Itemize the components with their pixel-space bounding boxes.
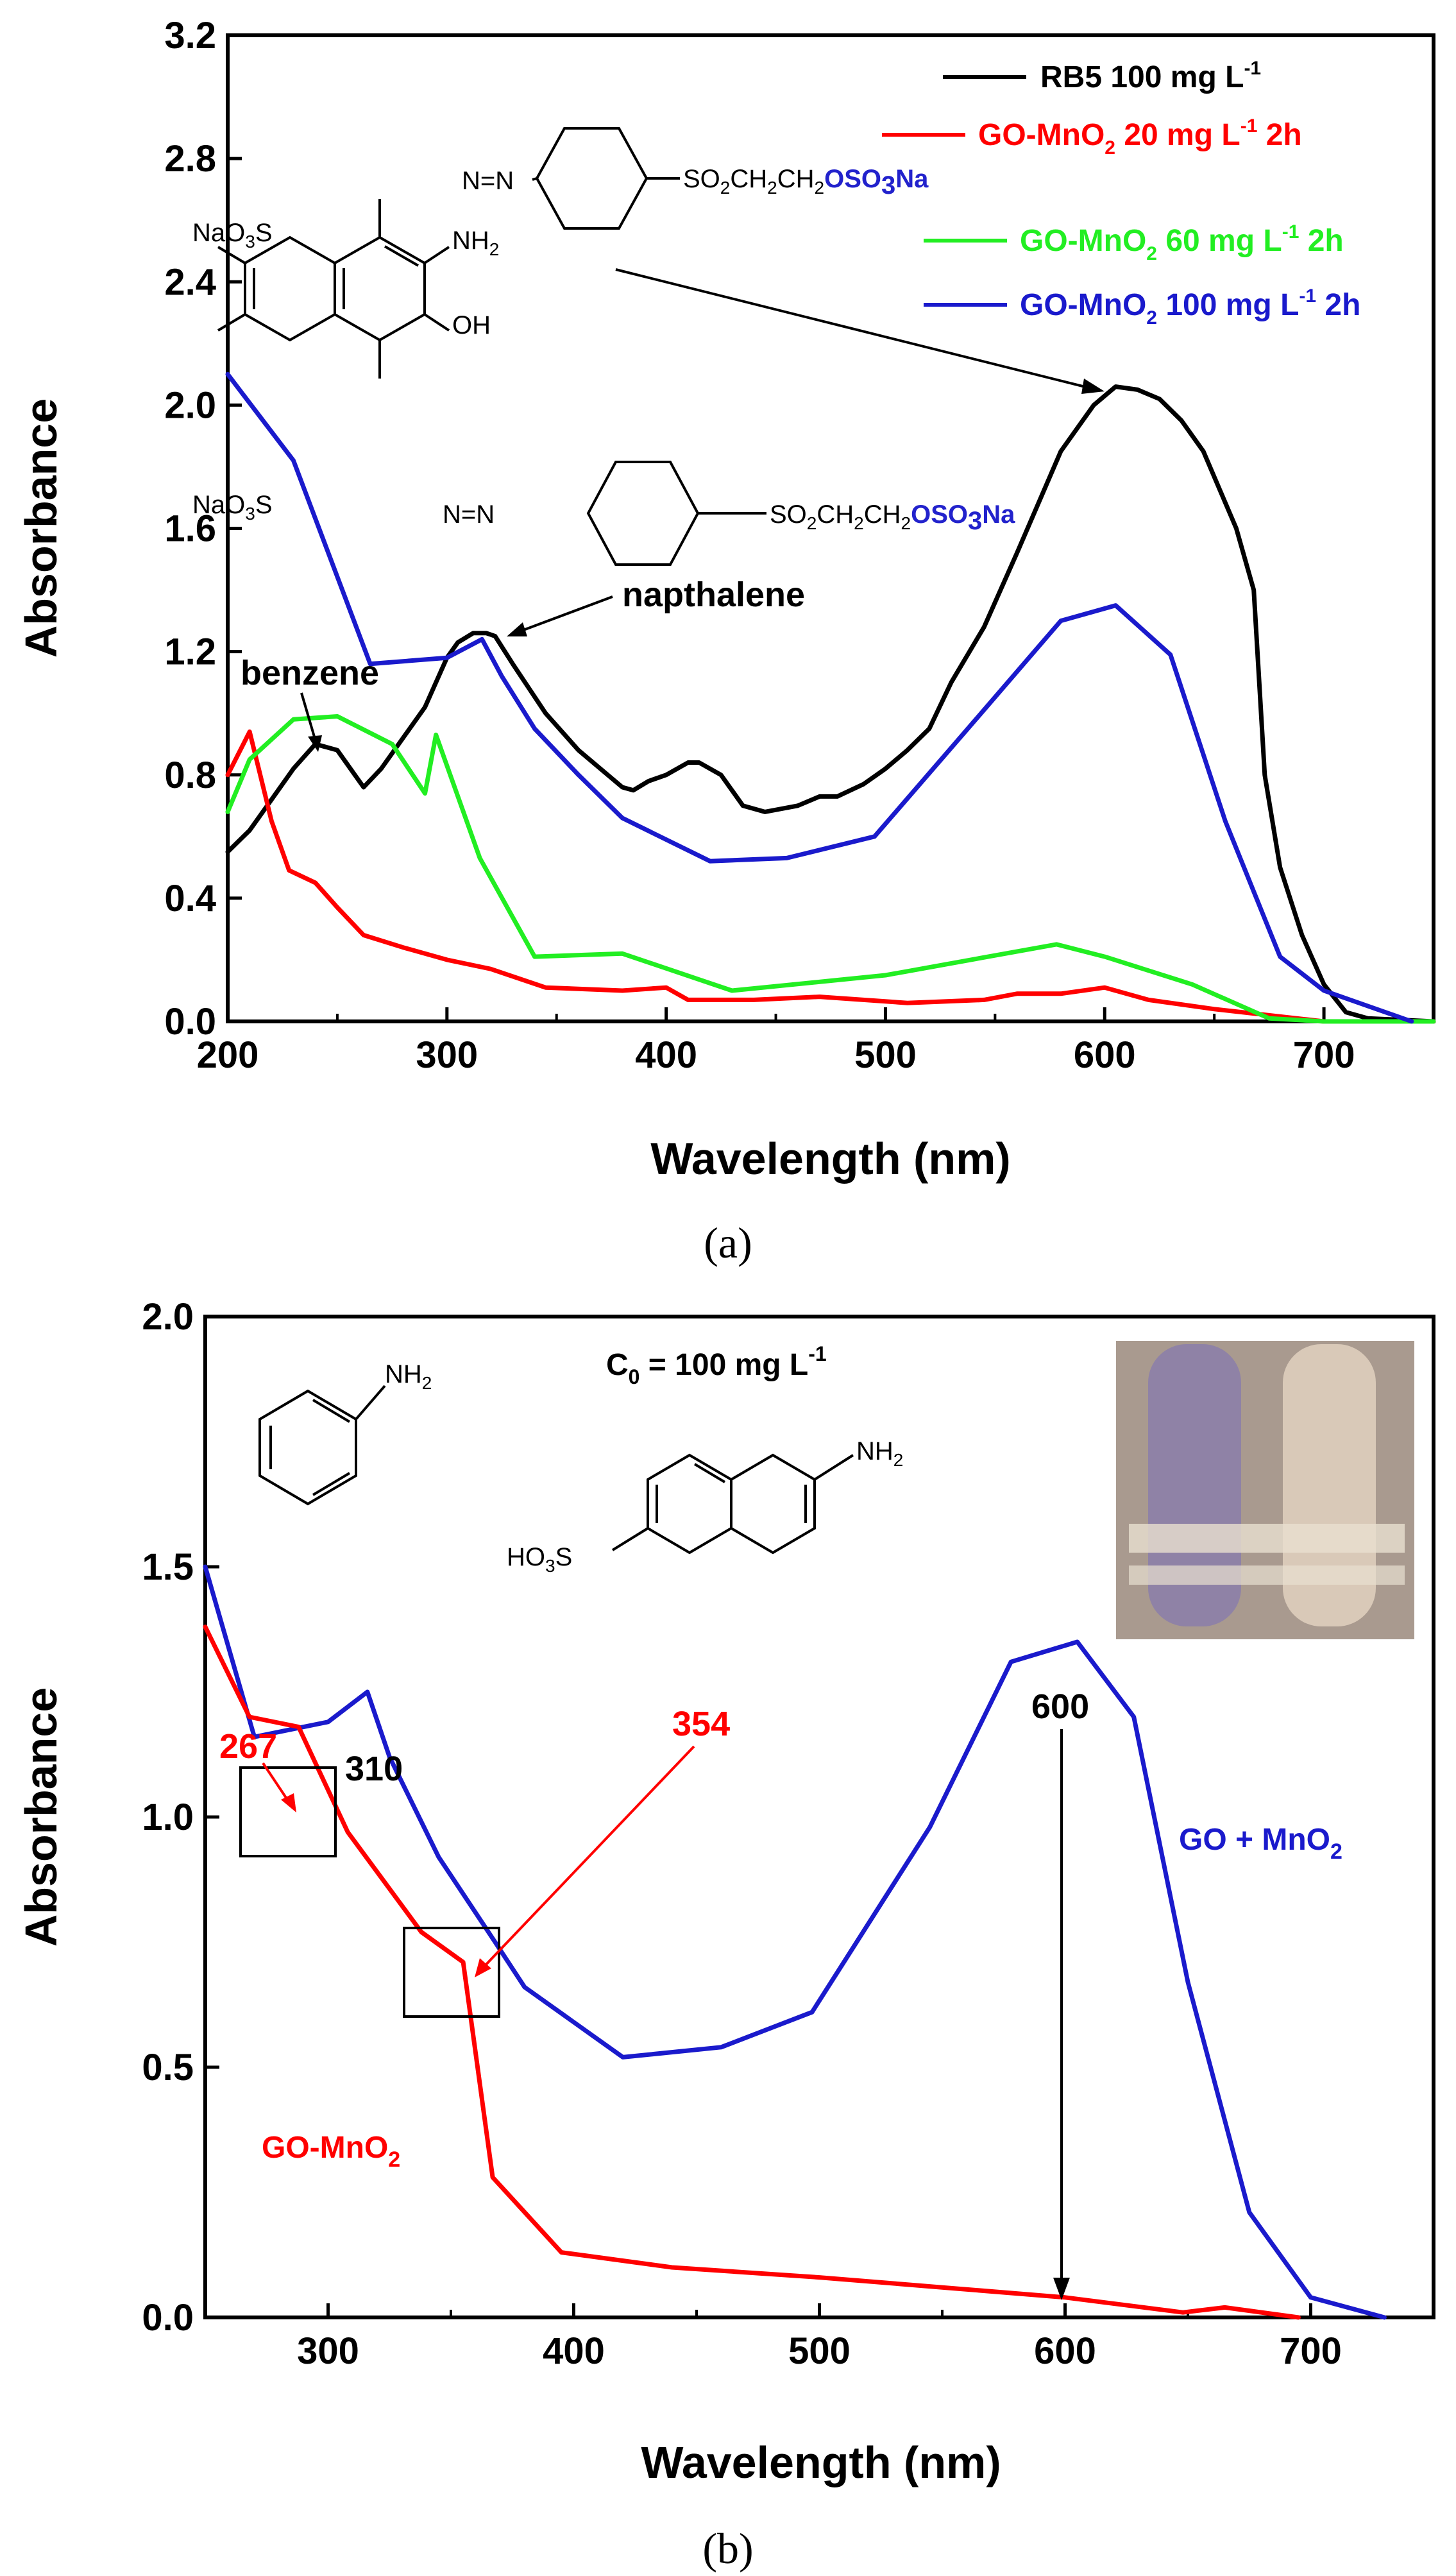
panel-a-ytick-label: 2.8 [164,138,216,180]
caption-b: (b) [702,2524,753,2573]
panel-b-series [203,1564,1387,2320]
azo-top: N=N [462,167,514,195]
aniline-structure: NH2 [258,1360,432,1506]
peak-label-267: 267 [219,1727,277,1766]
panel-a-legend: RB5 100 mg L-1 GO-MnO2 20 mg L-1 2h GO-M… [882,58,1360,328]
panel-a-x-ticks: 200 300 400 500 600 700 [197,1007,1435,1076]
legend-entry-20mg: GO-MnO2 20 mg L-1 2h [978,115,1302,158]
aniline-nh2: NH2 [385,1360,432,1393]
panel-a-ytick-label: 0.4 [164,878,216,919]
naso3s-top: NaO3S [192,219,273,252]
panel-a-ytick-label: 0.0 [164,1001,216,1043]
ho3s-label: HO3S [507,1543,572,1576]
series-label-go-mno2: GO + MnO2 [1179,1823,1342,1864]
panel-a-xtick-label: 700 [1293,1034,1355,1076]
benzene-annotation: benzene [241,654,379,692]
peak-label-310: 310 [345,1750,403,1788]
panel-a-xtick-label: 200 [197,1034,259,1076]
naph-nh2: NH2 [856,1437,903,1470]
panel-a-xtick-label: 400 [635,1034,697,1076]
c0-label: C0 = 100 mg L-1 [606,1342,827,1388]
panel-b-ytick-label: 1.0 [142,1796,194,1838]
azo-bottom: N=N [443,500,495,529]
panel-a-series-0 [225,384,1436,1024]
panel-a-series-3 [225,371,1414,1024]
benzene-ring-bottom [586,461,700,566]
sample-tubes-photo [1116,1341,1414,1639]
nh2-label: NH2 [452,226,499,259]
panel-b-ytick-label: 0.0 [142,2297,194,2339]
panel-b-ytick-label: 2.0 [142,1296,194,1338]
panel-a-series-2 [225,714,1436,1024]
panel-b-y-ticks: 0.0 0.5 1.0 1.5 2.0 [142,1296,219,2339]
panel-b-series-0 [203,1564,1387,2320]
panel-b-xtick-label: 600 [1034,2330,1096,2372]
box-267 [239,1766,337,1857]
peak-label-600: 600 [1031,1687,1089,1726]
panel-a-chart: 0.0 0.4 0.8 1.2 1.6 2.0 2.4 2.8 3.2 200 300 400 500… [16,15,1436,1267]
legend-entry-100mg: GO-MnO2 100 mg L-1 2h [1020,286,1360,328]
so2-bottom: SO2CH2CH2OSO3Na [770,500,1015,535]
benzene-ring-top [535,127,648,230]
panel-a-ytick-label: 2.4 [164,261,216,303]
panel-a-series-1 [225,729,1436,1024]
panel-b-ytick-label: 0.5 [142,2047,194,2088]
naphthylamine-sulfonic-structure: NH2 HO3S [507,1437,903,1576]
panel-a-y-ticks: 0.0 0.4 0.8 1.2 1.6 2.0 2.4 2.8 3.2 [164,15,242,1043]
panel-b-x-ticks: 300 400 500 600 700 [204,2303,1435,2372]
panel-b-xtick-label: 400 [543,2330,605,2372]
arrow-structure-to-peak [615,268,1091,389]
panel-a-series [225,371,1436,1024]
naso3s-bottom: NaO3S [192,491,273,524]
peak-label-354: 354 [672,1705,730,1743]
tube-before [1148,1344,1241,1626]
panel-a-ytick-label: 1.6 [164,508,216,550]
panel-a-xtick-label: 300 [416,1034,478,1076]
panel-b-series-1 [203,1625,1301,2320]
panel-a-xtick-label: 600 [1074,1034,1136,1076]
panel-a-y-axis-label: Absorbance [16,398,66,658]
tube-after [1283,1344,1376,1626]
panel-a-xtick-label: 500 [854,1034,917,1076]
panel-a-ytick-label: 3.2 [164,15,216,56]
legend-entry-rb5: RB5 100 mg L-1 [1040,58,1261,94]
panel-b-xtick-label: 300 [297,2330,359,2372]
rb5-structure: NaO3S NaO3S NH2 OH N=N SO2CH2CH2OSO3Na N… [192,127,1105,566]
panel-b-chart: 0.0 0.5 1.0 1.5 2.0 300 400 500 600 700 Waveleng… [16,1296,1435,2573]
panel-b-y-axis-label: Absorbance [16,1687,66,1947]
series-label-go-mno2-composite: GO-MnO2 [262,2131,400,2172]
legend-entry-60mg: GO-MnO2 60 mg L-1 2h [1020,221,1344,264]
panel-b-xtick-label: 700 [1280,2330,1342,2372]
panel-b-x-axis-label: Wavelength (nm) [641,2437,1001,2487]
box-354 [403,1927,500,2018]
napthalene-annotation: napthalene [622,576,805,614]
panel-a-ytick-label: 0.8 [164,755,216,796]
panel-a-x-axis-label: Wavelength (nm) [650,1134,1010,1184]
panel-a-ytick-label: 1.2 [164,631,216,673]
oh-label: OH [452,311,491,339]
so2-top: SO2CH2CH2OSO3Na [683,165,929,200]
panel-a-ytick-label: 2.0 [164,384,216,426]
panel-b-ytick-label: 1.5 [142,1546,194,1588]
naphthalene-ring-left [244,235,336,342]
panel-b-xtick-label: 500 [788,2330,851,2372]
naphthalene-ring-right [334,235,426,342]
caption-a: (a) [704,1218,752,1267]
